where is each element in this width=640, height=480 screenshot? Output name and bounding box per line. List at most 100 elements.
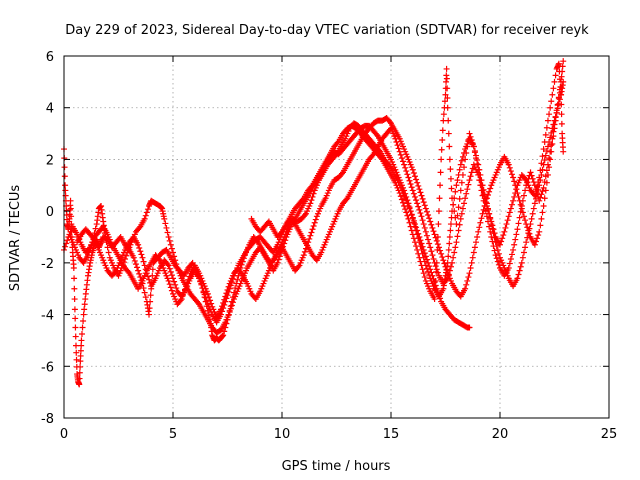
data-point-plus xyxy=(466,270,473,277)
data-point-plus xyxy=(417,189,424,196)
data-point-plus xyxy=(81,306,88,313)
data-point-plus xyxy=(445,117,452,124)
data-point-plus xyxy=(407,180,414,187)
data-point-plus xyxy=(446,267,453,274)
data-point-plus xyxy=(532,186,539,193)
data-point-plus xyxy=(419,217,426,224)
data-point-plus xyxy=(430,228,437,235)
data-point-plus xyxy=(451,208,458,215)
data-point-plus xyxy=(281,240,288,247)
data-point-plus xyxy=(407,208,414,215)
data-point-plus xyxy=(467,173,474,180)
data-point-plus xyxy=(62,243,69,250)
data-point-plus xyxy=(433,266,440,273)
data-point-plus xyxy=(418,262,425,269)
data-point-plus xyxy=(470,143,477,150)
chart-title: Day 229 of 2023, Sidereal Day-to-day VTE… xyxy=(65,23,589,38)
data-point-plus xyxy=(431,296,438,303)
data-point-plus xyxy=(72,315,79,322)
data-point-plus xyxy=(432,234,439,241)
data-point-plus xyxy=(452,188,459,195)
data-point-plus xyxy=(517,208,524,215)
data-point-plus xyxy=(547,156,554,163)
data-point-plus xyxy=(513,231,520,238)
data-point-plus xyxy=(511,178,518,185)
data-point-plus xyxy=(173,261,180,268)
data-point-plus xyxy=(483,195,490,202)
data-point-plus xyxy=(474,234,481,240)
data-point-plus xyxy=(435,221,442,228)
data-point-plus xyxy=(411,173,418,180)
data-point-plus xyxy=(487,185,494,192)
data-point-plus xyxy=(555,60,562,67)
data-point-plus xyxy=(461,200,468,207)
data-point-plus xyxy=(473,155,480,162)
data-point-plus xyxy=(419,195,426,202)
data-point-plus xyxy=(425,212,432,219)
data-point-plus xyxy=(409,166,416,173)
data-point-plus xyxy=(498,238,505,245)
data-point-plus xyxy=(520,213,527,220)
data-point-plus xyxy=(185,276,192,283)
data-point-plus xyxy=(142,294,149,301)
data-point-plus xyxy=(225,283,232,290)
data-point-plus xyxy=(439,127,446,134)
data-point-plus xyxy=(471,149,478,156)
data-point-plus xyxy=(421,224,428,231)
data-point-plus xyxy=(510,246,517,253)
data-point-plus xyxy=(549,91,556,98)
data-point-plus xyxy=(401,161,408,168)
data-point-plus xyxy=(141,289,148,296)
data-point-plus xyxy=(462,195,469,202)
data-point-plus xyxy=(425,268,432,275)
data-point-plus xyxy=(186,273,193,280)
data-point-plus xyxy=(167,241,174,248)
data-point-plus xyxy=(77,352,84,359)
data-point-plus xyxy=(183,283,190,290)
data-point-plus xyxy=(172,257,179,264)
data-point-plus xyxy=(536,228,543,235)
data-point-plus xyxy=(405,174,412,181)
data-point-plus xyxy=(490,243,497,250)
data-point-plus xyxy=(434,241,441,248)
data-point-plus xyxy=(549,135,556,142)
data-point-plus xyxy=(171,253,178,260)
data-point-plus xyxy=(519,254,526,261)
data-point-plus xyxy=(308,229,315,236)
data-point-plus xyxy=(221,328,228,335)
data-point-plus xyxy=(494,246,501,253)
data-point-plus xyxy=(495,261,502,268)
data-point-plus xyxy=(275,256,282,263)
series-track-5 xyxy=(248,84,565,287)
data-point-plus xyxy=(531,200,538,207)
data-point-plus xyxy=(515,193,522,200)
data-point-plus xyxy=(201,291,208,298)
data-point-plus xyxy=(205,294,212,301)
data-point-plus xyxy=(467,265,474,272)
data-point-plus xyxy=(463,190,470,197)
x-axis-label: GPS time / hours xyxy=(282,459,391,474)
data-point-plus xyxy=(369,152,376,159)
data-point-plus xyxy=(61,164,68,171)
data-point-plus xyxy=(480,197,487,204)
data-point-plus xyxy=(524,224,531,231)
data-point-plus xyxy=(459,205,466,212)
data-point-plus xyxy=(446,240,453,247)
data-point-plus xyxy=(540,184,547,191)
data-point-plus xyxy=(505,161,512,168)
data-point-plus xyxy=(168,287,175,294)
data-point-plus xyxy=(447,227,454,234)
data-point-plus xyxy=(419,266,426,273)
data-point-plus xyxy=(406,204,413,211)
data-point-plus xyxy=(516,267,523,274)
data-point-plus xyxy=(423,232,430,239)
data-point-plus xyxy=(77,358,84,365)
data-point-plus xyxy=(173,285,180,292)
data-point-plus xyxy=(312,216,319,223)
data-point-plus xyxy=(438,146,445,153)
data-point-plus xyxy=(72,342,79,349)
data-point-plus xyxy=(435,208,442,215)
data-point-plus xyxy=(417,210,424,217)
data-point-plus xyxy=(306,235,313,242)
